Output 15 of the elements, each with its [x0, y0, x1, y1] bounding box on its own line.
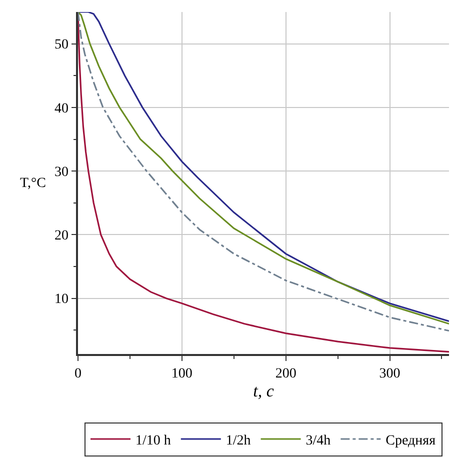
x-tick-label: 100	[171, 366, 192, 382]
y-tick-label: 40	[54, 101, 68, 116]
x-tick-label: 200	[275, 366, 296, 382]
y-tick-label: 30	[54, 164, 68, 180]
y-tick-label: 10	[54, 292, 68, 308]
y-axis-title: T,°C	[20, 176, 46, 191]
legend-label: Средняя	[386, 433, 436, 448]
y-tick-label: 20	[54, 228, 68, 244]
legend-label: 1/2h	[226, 433, 251, 448]
x-tick-label: 0	[74, 366, 82, 382]
x-tick-label: 300	[379, 366, 400, 382]
legend-label: 1/10 h	[136, 433, 171, 448]
x-axis-title: t, c	[253, 381, 274, 400]
y-tick-label: 50	[54, 38, 68, 53]
legend-label: 3/4h	[306, 433, 331, 448]
